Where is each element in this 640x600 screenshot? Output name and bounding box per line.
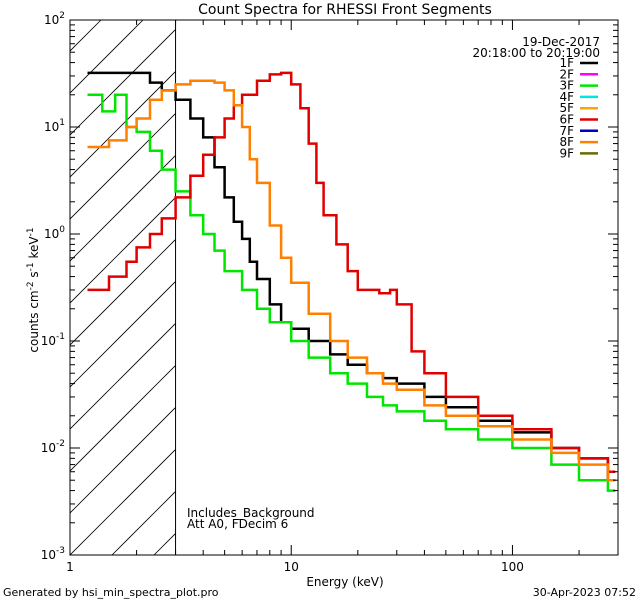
hatch-line	[448, 20, 640, 555]
annotation-attenuator: Att A0, FDecim 6	[187, 517, 288, 531]
legend-label-6F: 6F	[559, 113, 574, 127]
time-range-label: 20:18:00 to 20:19:00	[473, 46, 600, 60]
legend-label-2F: 2F	[559, 67, 574, 81]
hatch-line	[70, 280, 176, 388]
hatch-line	[70, 406, 176, 514]
hatch-line	[70, 364, 176, 472]
plot-frame	[69, 19, 619, 556]
series-6F	[87, 71, 616, 473]
y-tick-label: 101	[44, 118, 65, 134]
hatch-line	[70, 448, 176, 555]
series-3F	[87, 93, 616, 492]
hatch-line	[280, 20, 640, 555]
annotation-background: Includes_Background	[187, 506, 315, 520]
hatch-line	[364, 20, 640, 555]
chart-title: Count Spectra for RHESSI Front Segments	[198, 2, 492, 18]
hatch-line	[616, 20, 640, 555]
hatch-line	[70, 70, 176, 178]
legend-label-4F: 4F	[559, 90, 574, 104]
footer-timestamp: 30-Apr-2023 07:52	[533, 586, 636, 599]
legend-label-8F: 8F	[559, 135, 574, 149]
footer-generated-by: Generated by hsi_min_spectra_plot.pro	[3, 586, 219, 599]
legend-label-7F: 7F	[559, 124, 574, 138]
x-tick-label: 10	[284, 560, 299, 574]
hatch-line	[70, 20, 144, 94]
hatch-line	[70, 322, 176, 430]
excluded-energy-region	[70, 20, 640, 555]
series-1F	[87, 71, 616, 482]
hatch-line	[406, 20, 640, 555]
hatch-line	[532, 20, 640, 555]
hatch-line	[70, 28, 176, 136]
series-8F	[87, 79, 616, 482]
x-axis-label: Energy (keV)	[306, 575, 383, 589]
hatch-line	[70, 238, 176, 346]
y-tick-label: 10-1	[41, 332, 65, 348]
date-label: 19-Dec-2017	[522, 35, 600, 49]
y-tick-label: 100	[44, 225, 65, 241]
x-tick-label: 100	[501, 560, 524, 574]
y-tick-label: 10-3	[41, 546, 65, 562]
y-tick-label: 102	[44, 11, 65, 27]
legend-label-5F: 5F	[559, 101, 574, 115]
x-tick-label: 1	[66, 560, 74, 574]
y-axis-label: counts cm-2 s-1 keV-1	[26, 227, 41, 352]
hatch-line	[322, 20, 640, 555]
series-group	[87, 71, 616, 492]
legend-label-9F: 9F	[559, 146, 574, 160]
legend-label-1F: 1F	[559, 56, 574, 70]
axis-ticks: 1 10 100 10-3 10-2 10-1 100 101 102	[41, 11, 619, 574]
hatch-line	[70, 112, 176, 220]
hatch-lines	[70, 20, 640, 555]
y-tick-label: 10-2	[41, 439, 65, 455]
hatch-line	[70, 196, 176, 304]
legend-label-3F: 3F	[559, 79, 574, 93]
